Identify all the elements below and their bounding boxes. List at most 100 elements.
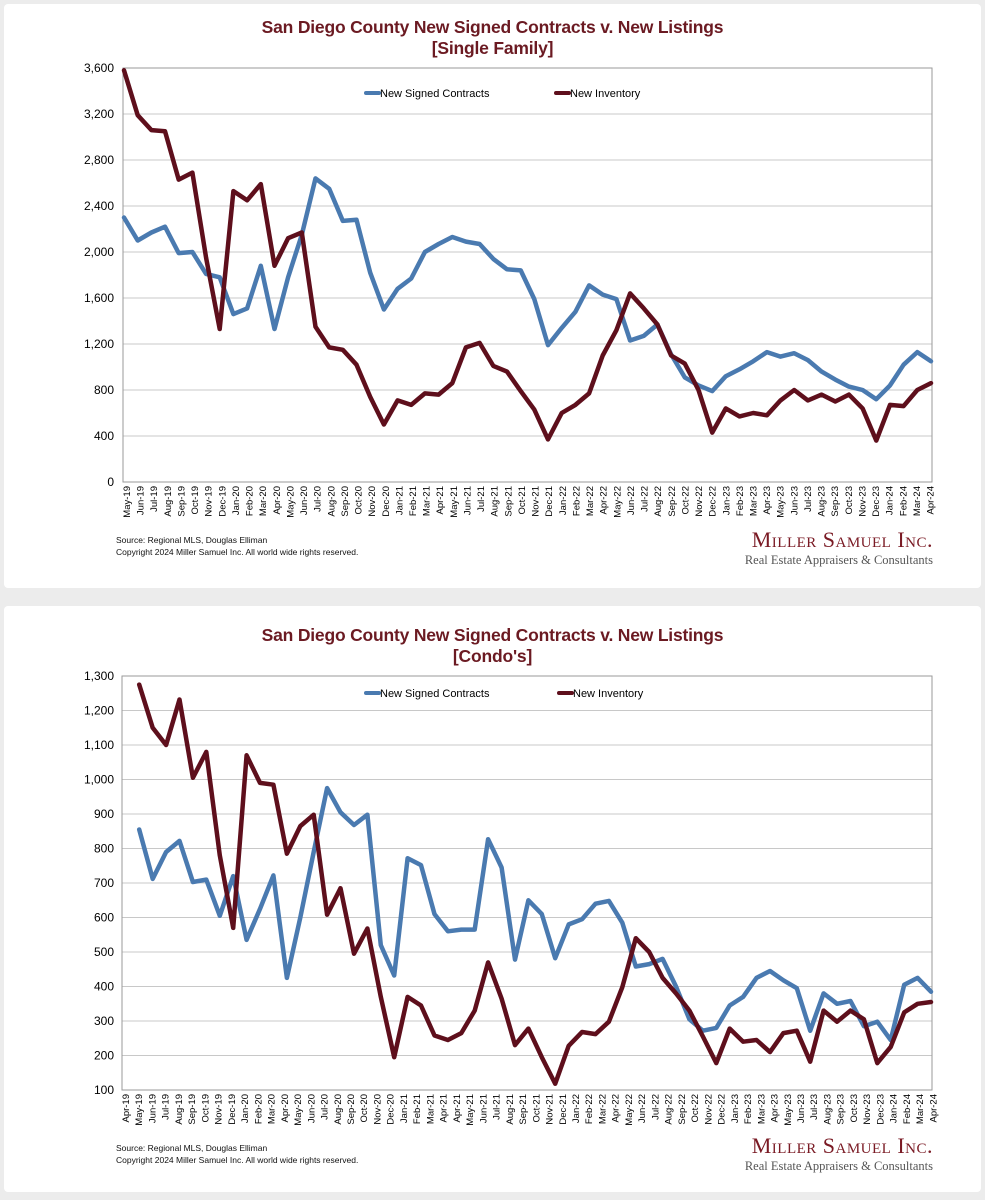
x-tick-label: Jul-21 [476, 486, 487, 512]
data-point [231, 926, 235, 930]
chart-footer: Source: Regional MLS, Douglas Elliman Co… [116, 1142, 358, 1166]
legend-item-new-signed-contracts: New Signed Contracts [364, 688, 490, 700]
data-point [338, 886, 342, 890]
data-point [862, 1017, 866, 1021]
data-point [191, 776, 195, 780]
x-tick-label: Nov-19 [204, 486, 215, 517]
data-point [628, 338, 632, 342]
chart-title-main: San Diego County New Signed Contracts v.… [261, 17, 724, 37]
x-tick-label: May-20 [285, 486, 296, 518]
x-tick-label: Mar-22 [597, 1094, 608, 1124]
x-tick-label: Feb-23 [743, 1094, 754, 1124]
x-tick-label: Mar-23 [756, 1094, 767, 1124]
x-tick-label: Oct-19 [190, 486, 201, 515]
series-line-new-signed-contracts [136, 785, 934, 1043]
x-tick-label: Apr-21 [435, 486, 446, 515]
data-point [808, 1029, 812, 1033]
x-tick-label: Apr-21 [439, 1094, 450, 1123]
data-point [432, 1033, 436, 1037]
x-tick-label: Oct-22 [690, 1094, 701, 1123]
data-point [164, 850, 168, 854]
x-tick-label: May-20 [293, 1094, 304, 1126]
data-point [313, 176, 317, 180]
data-point [409, 276, 413, 280]
x-tick-label: Feb-24 [898, 486, 909, 516]
data-point [486, 960, 490, 964]
y-tick-label: 1,600 [84, 291, 114, 305]
x-tick-label: Oct-23 [849, 1094, 860, 1123]
copyright-note: Copyright 2024 Miller Samuel Inc. All wo… [116, 547, 359, 557]
data-point [491, 257, 495, 261]
y-tick-label: 400 [94, 980, 114, 994]
data-point [218, 275, 222, 279]
data-point [710, 430, 714, 434]
x-tick-label: Dec-21 [558, 1094, 569, 1125]
series-line-new-inventory [136, 682, 934, 1087]
x-tick-label: Dec-22 [708, 486, 719, 517]
logo-name: Miller Samuel Inc. [751, 1133, 933, 1158]
data-point [915, 388, 919, 392]
y-tick-label: 1,000 [84, 773, 114, 787]
y-tick-label: 1,100 [84, 738, 114, 752]
data-point [573, 403, 577, 407]
data-point [122, 68, 126, 72]
data-point [792, 388, 796, 392]
data-point [724, 374, 728, 378]
line-chart-single-family: 0 400 800 1,200 1,600 2,000 2,400 2,800 3,200 3,6… [84, 61, 937, 518]
x-tick-label: Jan-21 [399, 1094, 410, 1123]
data-point [286, 275, 290, 279]
data-point [244, 753, 248, 757]
data-point [901, 363, 905, 367]
chart-subtitle: [Single Family] [431, 38, 554, 58]
data-point [258, 907, 262, 911]
data-point [792, 351, 796, 355]
x-tick-label: Sep-20 [346, 1094, 357, 1125]
data-point [674, 991, 678, 995]
data-point [354, 218, 358, 222]
data-point [368, 395, 372, 399]
company-logo: Miller Samuel Inc. Real Estate Appraiser… [745, 528, 933, 568]
data-point [874, 438, 878, 442]
x-tick-label: Jan-24 [889, 1094, 900, 1123]
data-point [741, 995, 745, 999]
chart-subtitle: [Condo's] [452, 646, 533, 666]
data-point [683, 375, 687, 379]
data-point [245, 198, 249, 202]
y-tick-label: 800 [94, 383, 114, 397]
plot-area-frame [122, 67, 933, 483]
data-point [620, 921, 624, 925]
x-tick-label: Nov-22 [694, 486, 705, 517]
x-tick-label: Jun-23 [789, 486, 800, 515]
legend-item-new-signed-contracts: New Signed Contracts [364, 88, 490, 100]
x-tick-label: Nov-23 [857, 486, 868, 517]
data-point [177, 839, 181, 843]
chart-footer: Source: Regional MLS, Douglas Elliman Co… [116, 534, 358, 558]
x-tick-label: Jun-21 [478, 1094, 489, 1123]
data-point [835, 1002, 839, 1006]
data-point [714, 1026, 718, 1030]
data-point [580, 917, 584, 921]
chart-title: San Diego County New Signed Contracts v.… [4, 17, 981, 59]
data-point [647, 962, 651, 966]
x-tick-label: May-19 [134, 1094, 145, 1126]
data-point [888, 383, 892, 387]
data-point [696, 388, 700, 392]
data-point [245, 306, 249, 310]
y-tick-label: 1,200 [84, 337, 114, 351]
data-point [674, 984, 678, 988]
data-point [395, 398, 399, 402]
data-point [819, 392, 823, 396]
data-point [875, 1020, 879, 1024]
data-point [285, 852, 289, 856]
data-point [259, 182, 263, 186]
data-point [929, 1000, 933, 1004]
data-point [929, 359, 933, 363]
x-tick-label: Dec-23 [875, 1094, 886, 1125]
x-tick-label: Sep-20 [340, 486, 351, 517]
logo-name: Miller Samuel Inc. [751, 527, 933, 552]
data-point [446, 929, 450, 933]
data-point [683, 361, 687, 365]
data-point [714, 1061, 718, 1065]
data-point [821, 991, 825, 995]
x-tick-label: Apr-23 [762, 486, 773, 515]
